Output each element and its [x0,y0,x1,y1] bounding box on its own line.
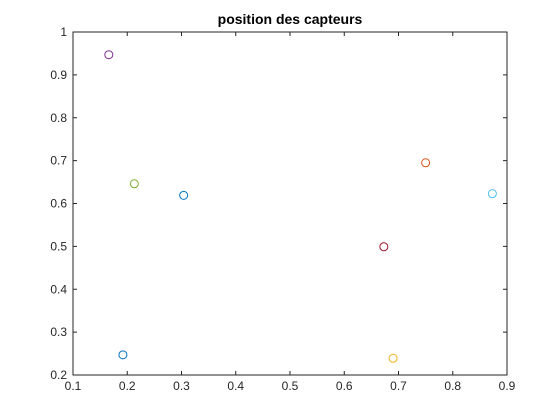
x-tick-label: 0.8 [444,379,461,393]
chart-title: position des capteurs [218,11,363,27]
x-tick-label: 0.4 [227,379,244,393]
x-tick-label: 0.9 [499,379,516,393]
y-tick-label: 0.2 [50,368,67,382]
x-tick-label: 0.5 [282,379,299,393]
axes-background [73,32,507,375]
data-point-3 [388,353,398,363]
data-point-1 [118,350,128,360]
x-tick-label: 0.1 [65,379,82,393]
y-tick-label: 0.8 [50,111,67,125]
y-tick-label: 0.7 [50,154,67,168]
x-tick-label: 0.3 [173,379,190,393]
x-tick-label: 0.7 [390,379,407,393]
x-tick-label: 0.2 [119,379,136,393]
y-tick-label: 0.9 [50,68,67,82]
y-tick-label: 0.6 [50,197,67,211]
y-tick-label: 1 [60,25,67,39]
data-point-8 [179,190,189,200]
data-point-7 [379,242,389,252]
ticks-layer: 0.1 0.2 0.3 0.4 0.5 0.6 0.7 0.8 0.90.20.30.40.50… [50,25,515,393]
y-tick-label: 0.4 [50,282,67,296]
y-tick-label: 0.3 [50,325,67,339]
data-point-2 [421,158,431,168]
y-tick-label: 0.5 [50,239,67,253]
x-tick-label: 0.6 [336,379,353,393]
data-point-4 [104,50,114,60]
points-layer [104,50,497,363]
data-point-6 [487,189,497,199]
axes-box [72,31,508,376]
data-point-5 [129,179,139,189]
